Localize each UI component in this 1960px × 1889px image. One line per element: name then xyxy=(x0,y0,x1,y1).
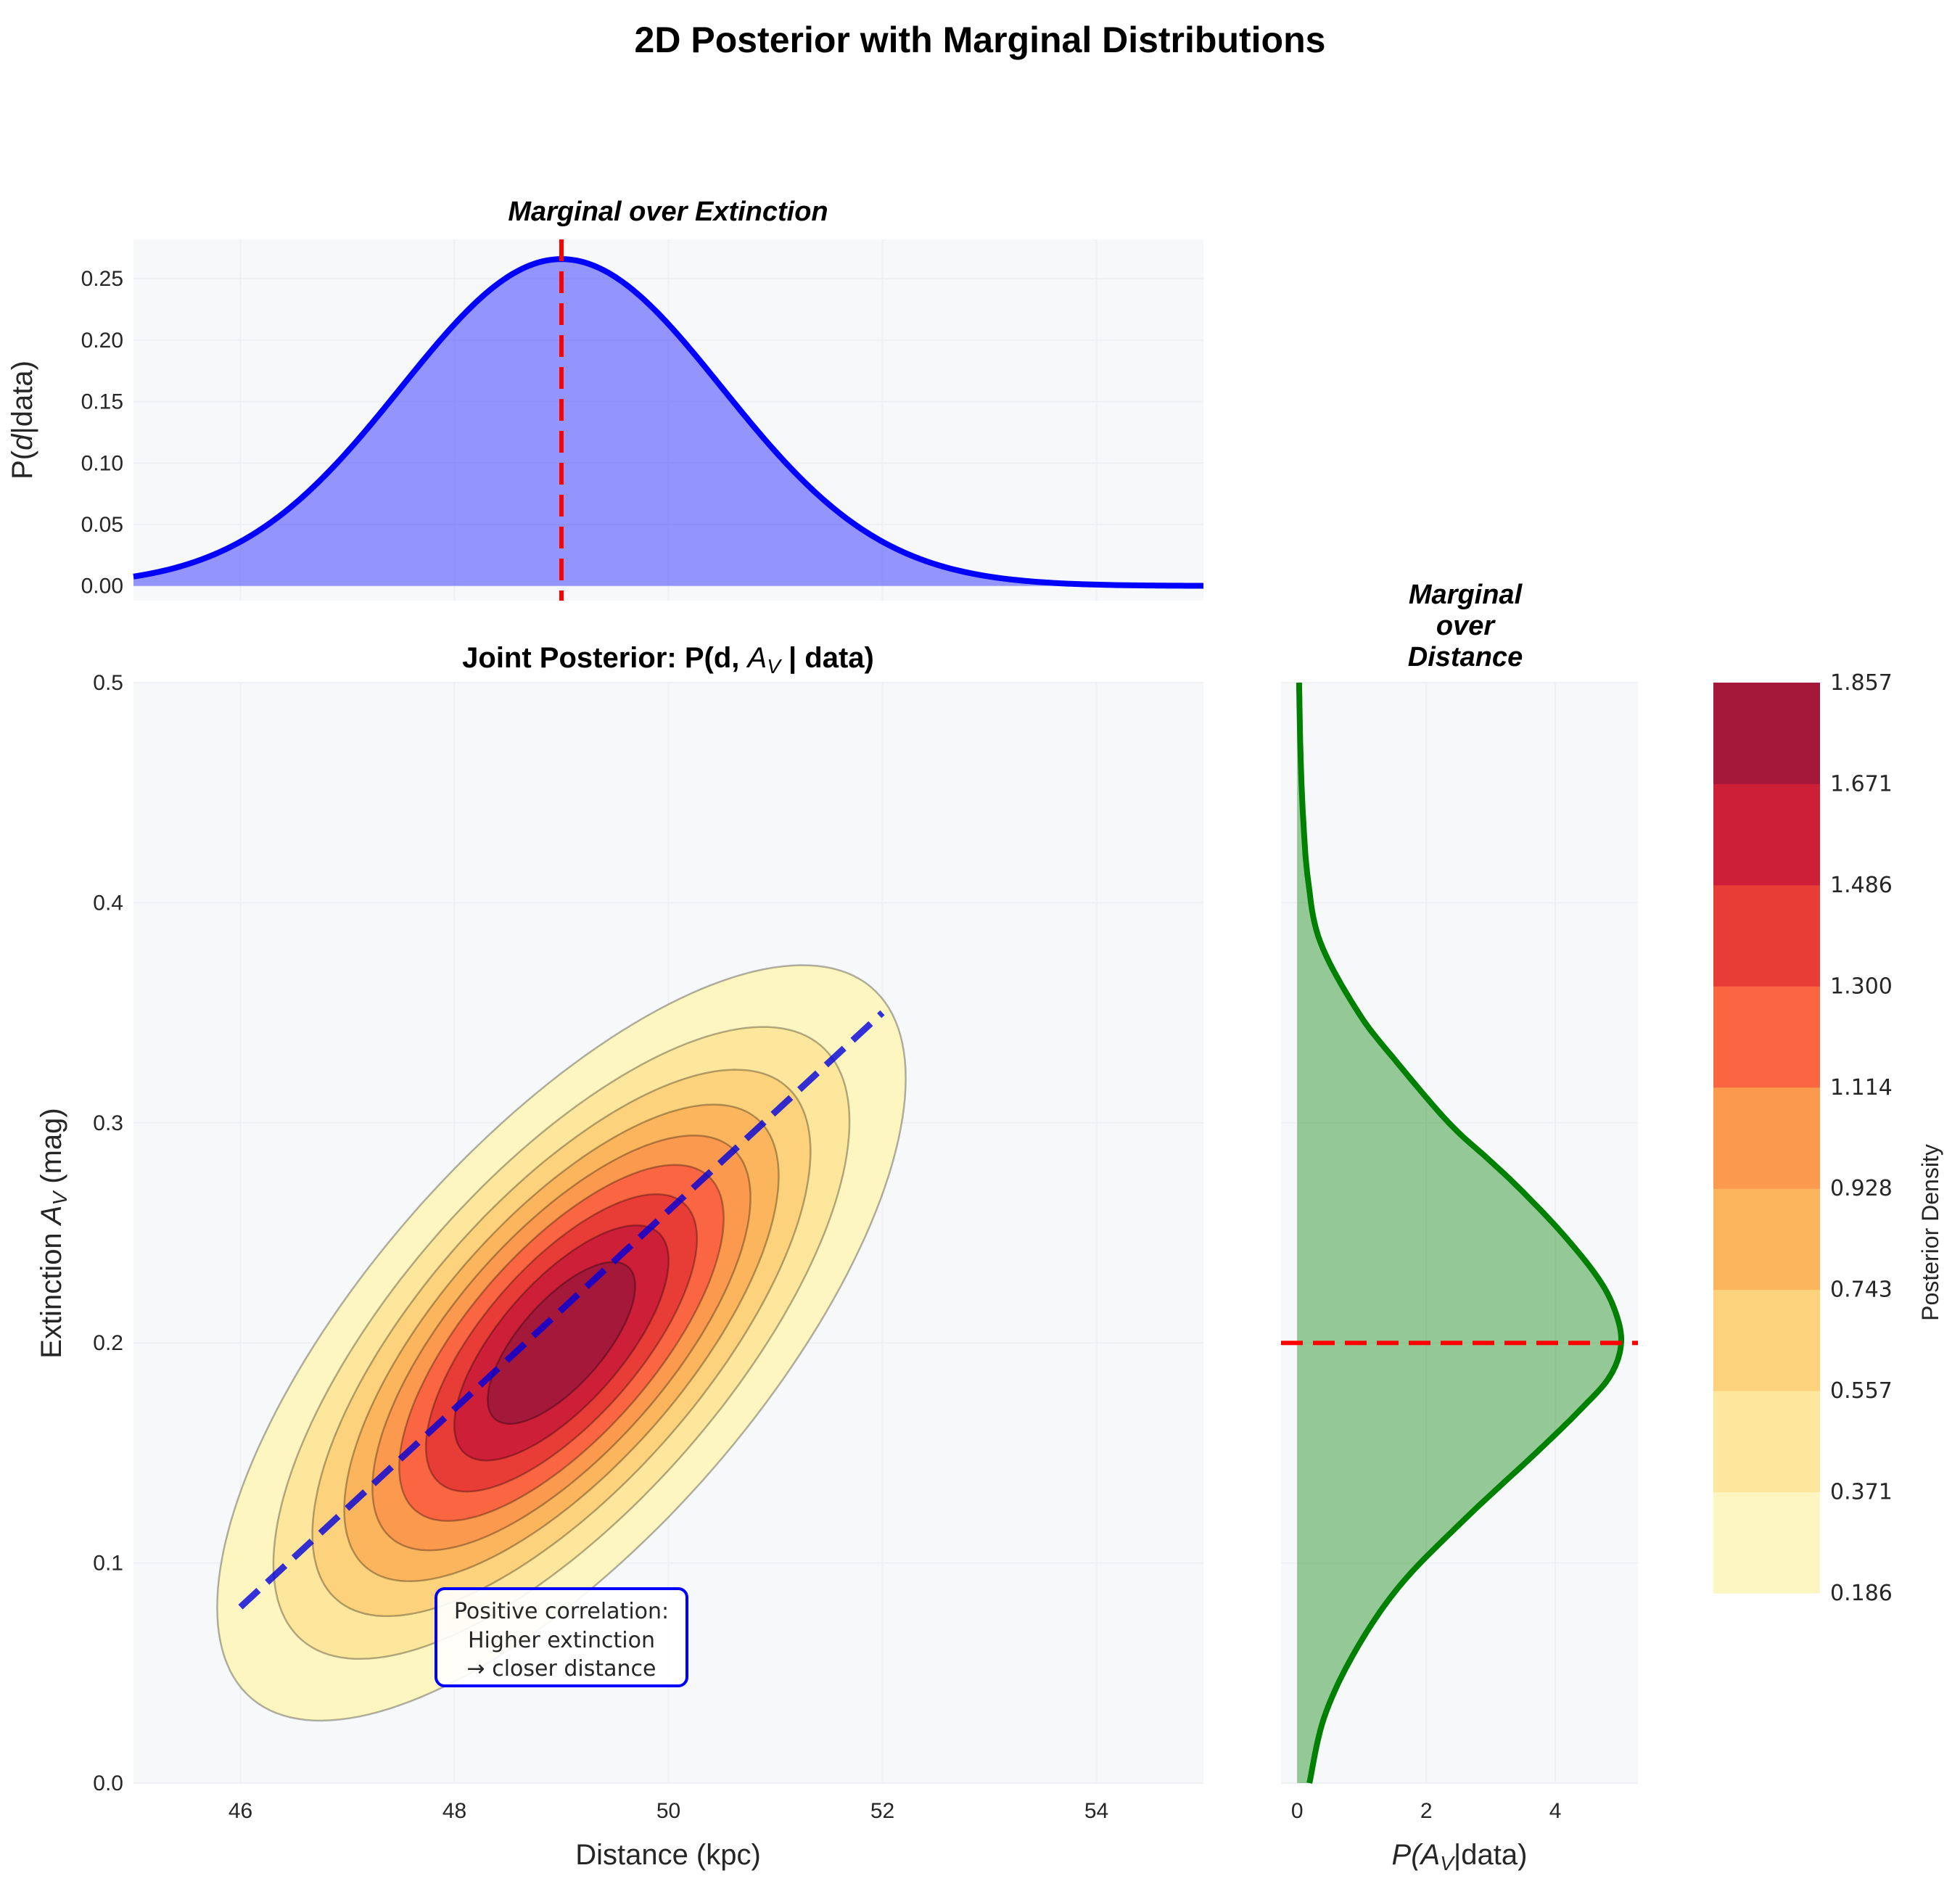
colorbar-tick-label: 1.114 xyxy=(1830,1075,1893,1100)
top-y-tick-label: 0.25 xyxy=(81,267,123,291)
joint-y-label-sub: V xyxy=(49,1190,71,1206)
joint-y-label-prefix: Extinction xyxy=(36,1225,67,1359)
joint-y-tick-label: 0.3 xyxy=(93,1111,123,1135)
top-y-tick-label: 0.10 xyxy=(81,451,123,475)
joint-x-ticks: 46 48 50 52 54 xyxy=(228,1799,1108,1823)
top-panel-grid xyxy=(133,239,1203,601)
colorbar-band xyxy=(1713,1087,1820,1189)
top-y-tick-label: 0.05 xyxy=(81,513,123,537)
colorbar-tick-label: 0.743 xyxy=(1830,1277,1893,1303)
right-panel-title-line-1: Marginal xyxy=(1409,580,1523,610)
colorbar-tick-label: 1.857 xyxy=(1830,670,1893,696)
joint-y-ticks: 0.0 0.1 0.2 0.3 0.4 0.5 xyxy=(93,671,123,1795)
joint-y-label-suffix: (mag) xyxy=(36,1108,67,1192)
right-x-label-var: A xyxy=(1420,1839,1441,1871)
top-y-label-suffix: |data) xyxy=(7,361,38,435)
contour-band xyxy=(487,1262,635,1424)
joint-y-label-var: A xyxy=(36,1206,67,1227)
joint-x-label: Distance (kpc) xyxy=(575,1839,761,1871)
colorbar-tick-label: 1.671 xyxy=(1830,771,1893,797)
joint-y-label: Extinction AV (mag) xyxy=(36,1108,71,1358)
right-marginal-panel: 0 2 4 Marginal over Distance P(AV|data) xyxy=(1281,580,1638,1874)
joint-x-tick-label: 48 xyxy=(442,1799,466,1823)
colorbar-tick-label: 0.186 xyxy=(1830,1581,1893,1606)
colorbar-band xyxy=(1713,1391,1820,1493)
colorbar-tick-label: 0.371 xyxy=(1830,1480,1893,1505)
annotation-line-2: Higher extinction xyxy=(468,1628,655,1653)
colorbar-label: Posterior Density xyxy=(1917,1144,1943,1321)
joint-posterior-panel: 46 48 50 52 54 0.0 0.1 0.2 0.3 0.4 0.5 Joint Post… xyxy=(36,642,1203,1871)
colorbar-band xyxy=(1713,1491,1820,1594)
contour-line xyxy=(398,1164,725,1522)
contour-line xyxy=(343,1103,780,1582)
correlation-line xyxy=(238,1010,885,1610)
contour-line xyxy=(272,1026,851,1660)
annotation-box xyxy=(435,1587,688,1687)
right-x-ticks: 0 2 4 xyxy=(1291,1799,1562,1823)
right-panel-title-line-3: Distance xyxy=(1408,642,1523,672)
right-x-label-suffix: |data) xyxy=(1454,1839,1528,1871)
right-x-label-prefix: P( xyxy=(1392,1839,1424,1871)
right-panel-background xyxy=(1281,683,1638,1783)
colorbar-band xyxy=(1713,1188,1820,1291)
joint-y-tick-label: 0.5 xyxy=(93,671,123,695)
joint-title-prefix: Joint Posterior: P(d, xyxy=(462,642,747,674)
top-y-label-prefix: P( xyxy=(7,450,38,480)
colorbar-tick-label: 1.486 xyxy=(1830,873,1893,898)
right-x-tick-label: 2 xyxy=(1420,1799,1433,1823)
colorbar-tick-label: 1.300 xyxy=(1830,974,1893,999)
contour-line xyxy=(311,1069,812,1618)
colorbar-tick-label: 0.557 xyxy=(1830,1378,1893,1404)
contour-line xyxy=(487,1261,636,1425)
top-y-tick-label: 0.15 xyxy=(81,390,123,414)
joint-x-tick-label: 52 xyxy=(870,1799,894,1823)
joint-y-tick-label: 0.2 xyxy=(93,1331,123,1355)
top-y-ticks: 0.00 0.05 0.10 0.15 0.20 0.25 xyxy=(81,267,123,598)
right-x-label-sub: V xyxy=(1440,1852,1455,1874)
contour-line xyxy=(424,1193,699,1493)
contour-line xyxy=(216,964,907,1722)
joint-panel-title: Joint Posterior: P(d, AV | data) xyxy=(462,642,874,678)
top-marginal-fill xyxy=(133,259,1203,586)
colorbar-tick-label: 0.928 xyxy=(1830,1176,1893,1201)
joint-x-tick-label: 50 xyxy=(656,1799,680,1823)
colorbar: 0.186 0.371 0.557 0.743 0.928 1.114 1.300 1.486… xyxy=(1713,670,1943,1606)
joint-title-var: A xyxy=(746,642,767,674)
right-x-tick-label: 0 xyxy=(1291,1799,1304,1823)
correlation-annotation: Positive correlation: Higher extinction … xyxy=(435,1587,688,1687)
top-panel-title: Marginal over Extinction xyxy=(508,197,828,227)
joint-y-tick-label: 0.4 xyxy=(93,891,123,915)
colorbar-band xyxy=(1713,884,1820,987)
top-y-label-var: d xyxy=(7,433,38,450)
top-y-label: P(d|data) xyxy=(7,361,38,480)
right-x-tick-label: 4 xyxy=(1549,1799,1562,1823)
contour-line xyxy=(371,1135,752,1552)
colorbar-bands xyxy=(1713,683,1820,1594)
annotation-line-1: Positive correlation: xyxy=(454,1599,669,1624)
colorbar-band xyxy=(1713,783,1820,886)
joint-title-suffix: | data) xyxy=(781,642,874,674)
right-marginal-curve xyxy=(1296,682,1624,1784)
top-marginal-curve xyxy=(133,256,1204,589)
figure-suptitle: 2D Posterior with Marginal Distributions xyxy=(635,20,1326,60)
joint-y-tick-label: 0.0 xyxy=(93,1771,123,1795)
right-x-label: P(AV|data) xyxy=(1392,1839,1528,1874)
joint-y-tick-label: 0.1 xyxy=(93,1552,123,1576)
colorbar-ticks: 0.186 0.371 0.557 0.743 0.928 1.114 1.300 1.486… xyxy=(1830,670,1893,1606)
top-marginal-panel: 0.00 0.05 0.10 0.15 0.20 0.25 Marginal over E… xyxy=(7,197,1204,601)
colorbar-band xyxy=(1713,683,1820,784)
joint-title-sub: V xyxy=(767,655,782,678)
right-marginal-fill xyxy=(1297,683,1621,1783)
joint-x-tick-label: 54 xyxy=(1084,1799,1108,1823)
contour-line xyxy=(453,1224,670,1462)
annotation-line-3: → closer distance xyxy=(467,1656,656,1682)
joint-x-tick-label: 46 xyxy=(228,1799,252,1823)
top-y-tick-label: 0.00 xyxy=(81,575,123,598)
colorbar-band xyxy=(1713,986,1820,1088)
colorbar-band xyxy=(1713,1289,1820,1391)
top-y-tick-label: 0.20 xyxy=(81,329,123,353)
right-panel-title-line-2: over xyxy=(1436,611,1496,641)
